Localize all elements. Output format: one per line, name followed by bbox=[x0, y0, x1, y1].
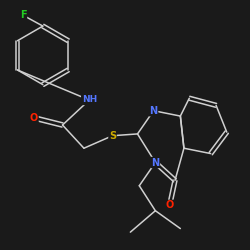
Text: O: O bbox=[166, 200, 174, 210]
Text: N: N bbox=[150, 106, 158, 116]
Text: NH: NH bbox=[82, 96, 97, 104]
Text: O: O bbox=[30, 113, 38, 123]
Text: N: N bbox=[151, 158, 160, 168]
Text: F: F bbox=[20, 10, 26, 20]
Text: S: S bbox=[109, 131, 116, 141]
